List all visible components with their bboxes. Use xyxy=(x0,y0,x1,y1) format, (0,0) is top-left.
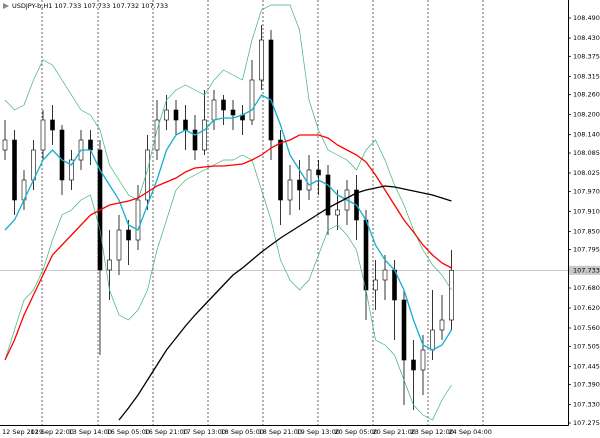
indicator-line xyxy=(118,185,452,421)
candle-body xyxy=(316,169,321,176)
candle-body xyxy=(126,229,131,241)
last-price-box xyxy=(569,265,600,275)
y-tick-label: 108.200 xyxy=(573,111,600,119)
candle-body xyxy=(107,259,112,271)
x-tick-label: 20 Sep 21:00 xyxy=(373,428,416,436)
indicator-line xyxy=(4,94,453,351)
y-tick-label: 107.445 xyxy=(573,362,600,370)
candle-body xyxy=(230,109,236,116)
x-tick-label: 18 Sep 21:00 xyxy=(259,428,302,436)
x-tick-label: 23 Sep 12:00 xyxy=(411,428,454,436)
y-tick-label: 107.850 xyxy=(573,227,600,235)
candle-body xyxy=(287,179,293,201)
x-tick-label: 16 Sep 21:00 xyxy=(145,428,188,436)
candle-body xyxy=(221,99,226,111)
y-tick-label: 107.390 xyxy=(573,381,600,389)
y-tick-label: 107.505 xyxy=(573,342,600,350)
x-tick-label: 16 Sep 05:00 xyxy=(107,428,150,436)
candle-body xyxy=(173,109,179,121)
candle-body xyxy=(192,129,198,151)
y-tick-label: 108.025 xyxy=(573,169,600,177)
candle-body xyxy=(12,139,17,201)
candle-body xyxy=(411,359,416,371)
candle-body xyxy=(430,329,435,351)
x-tick-label: 18 Sep 05:00 xyxy=(221,428,264,436)
y-tick-label: 107.620 xyxy=(573,304,600,312)
candle-body xyxy=(335,209,340,216)
candle-body xyxy=(88,139,93,151)
y-tick-label: 107.330 xyxy=(573,401,600,409)
candle-body xyxy=(363,219,369,291)
candle-body xyxy=(382,269,388,281)
candle-body xyxy=(297,179,302,191)
candle-body xyxy=(50,119,55,131)
candle-body xyxy=(145,149,150,201)
candle-body xyxy=(31,149,36,181)
indicator-line xyxy=(4,134,452,361)
y-tick-label: 108.260 xyxy=(573,91,600,99)
symbol-icon xyxy=(3,3,9,9)
candle-body xyxy=(164,109,169,121)
indicator-line xyxy=(4,154,452,421)
y-tick-label: 108.490 xyxy=(573,14,600,22)
candle-body xyxy=(420,349,426,371)
candle-body xyxy=(249,79,255,121)
last-price-label: 107.733 xyxy=(573,266,600,274)
x-tick-label: 20 Sep 05:00 xyxy=(335,428,378,436)
candle-body xyxy=(278,139,283,201)
y-tick-label: 108.315 xyxy=(573,72,600,80)
candle-body xyxy=(439,319,445,331)
candle-body xyxy=(154,119,160,151)
candle-body xyxy=(392,269,397,301)
x-tick-label: 13 Sep 14:00 xyxy=(69,428,112,436)
x-tick-label: 12 Sep 2019 xyxy=(2,428,43,436)
candle-body xyxy=(306,169,312,191)
candle-body xyxy=(2,139,8,151)
candle-body xyxy=(183,119,188,131)
y-tick-label: 108.375 xyxy=(573,52,600,60)
y-tick-label: 107.795 xyxy=(573,246,600,254)
x-tick-label: 19 Sep 13:00 xyxy=(297,428,340,436)
candle-body xyxy=(259,39,264,81)
y-tick-label: 107.970 xyxy=(573,187,600,195)
y-tick-label: 107.910 xyxy=(573,207,600,215)
candle-body xyxy=(211,99,217,121)
x-tick-label: 24 Sep 04:00 xyxy=(449,428,492,436)
candle-body xyxy=(373,279,378,291)
candle-body xyxy=(116,229,122,261)
candle-body xyxy=(202,119,207,151)
candle-body xyxy=(135,199,141,241)
candle-body xyxy=(268,39,274,141)
x-tick-label: 12 Sep 22:00 xyxy=(31,428,74,436)
y-tick-label: 107.560 xyxy=(573,324,600,332)
indicator-line xyxy=(4,4,452,291)
candle-body xyxy=(325,174,331,216)
candle-body xyxy=(69,159,74,181)
y-tick-label: 107.275 xyxy=(573,419,600,427)
candle-body xyxy=(401,299,407,361)
chart-title: USDJPY-b,H1 107.733 107.733 107.732 107.… xyxy=(12,2,168,10)
y-tick-label: 108.140 xyxy=(573,131,600,139)
candle-body xyxy=(59,129,65,181)
y-tick-label: 108.430 xyxy=(573,34,600,42)
y-tick-label: 108.085 xyxy=(573,149,600,157)
x-tick-label: 17 Sep 13:00 xyxy=(183,428,226,436)
y-tick-label: 107.680 xyxy=(573,284,600,292)
candle-body xyxy=(449,270,454,321)
candle-body xyxy=(40,119,46,151)
